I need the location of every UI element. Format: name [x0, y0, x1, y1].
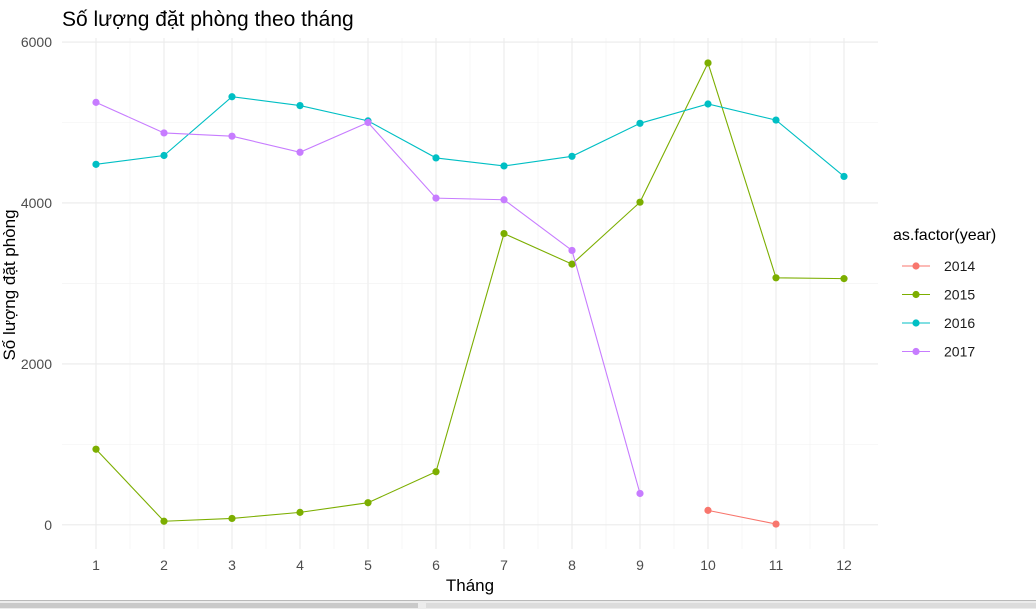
- data-point: [840, 172, 848, 181]
- data-point: [636, 489, 644, 498]
- data-point: [772, 520, 780, 528]
- y-tick-label: 4000: [21, 195, 52, 211]
- legend-key-point: [912, 262, 920, 270]
- legend: as.factor(year) 2014 2015 2016 2017: [893, 227, 996, 360]
- x-tick-label: 2: [160, 557, 168, 573]
- legend-item-2014: 2014: [902, 258, 975, 274]
- series-2015: [92, 59, 848, 525]
- legend-key-point: [912, 290, 920, 299]
- legend-label: 2017: [944, 344, 975, 360]
- data-point: [432, 154, 440, 162]
- legend-label: 2015: [944, 287, 975, 303]
- data-point: [704, 506, 712, 514]
- data-point: [840, 275, 848, 283]
- x-axis-ticks: 1 2 3 4 5 6 7 8 9 10 11 12: [92, 557, 852, 573]
- data-point: [500, 196, 508, 204]
- y-tick-label: 6000: [21, 34, 52, 50]
- legend-key-point: [912, 319, 920, 327]
- legend-label: 2016: [944, 315, 975, 331]
- series-2017: [92, 98, 644, 498]
- series-line-2014: [707, 509, 777, 525]
- data-point: [92, 160, 100, 168]
- x-tick-label: 11: [769, 557, 784, 573]
- data-point: [568, 152, 576, 160]
- data-point: [228, 132, 236, 140]
- data-point: [364, 118, 372, 127]
- scrollbar-track: [426, 603, 1036, 608]
- y-tick-label: 0: [44, 517, 52, 533]
- data-point: [772, 116, 780, 124]
- y-axis-title: Số lượng đặt phòng: [0, 209, 19, 360]
- x-tick-label: 7: [500, 557, 508, 573]
- data-point: [568, 260, 576, 268]
- horizontal-scrollbar[interactable]: [0, 600, 1036, 609]
- series-line-2015: [95, 61, 845, 522]
- x-axis-title: Tháng: [446, 576, 494, 595]
- data-point: [296, 101, 304, 110]
- data-point: [228, 93, 236, 101]
- x-tick-label: 9: [636, 557, 644, 573]
- data-point: [92, 445, 100, 453]
- x-tick-label: 6: [432, 557, 440, 573]
- data-point: [568, 246, 576, 255]
- scrollbar-thumb[interactable]: [0, 603, 418, 608]
- data-point: [160, 151, 168, 160]
- legend-label: 2014: [944, 258, 975, 274]
- x-tick-label: 10: [700, 557, 716, 573]
- series-layer: [92, 59, 848, 528]
- data-point: [704, 59, 712, 67]
- y-axis-ticks: 0 2000 4000 6000: [21, 34, 52, 533]
- data-point: [500, 229, 508, 238]
- legend-title: as.factor(year): [893, 227, 996, 244]
- x-tick-label: 12: [836, 557, 852, 573]
- data-point: [160, 517, 168, 525]
- legend-item-2015: 2015: [902, 287, 975, 303]
- y-tick-label: 2000: [21, 356, 52, 372]
- legend-items: 2014 2015 2016 2017: [902, 258, 975, 360]
- data-point: [296, 148, 304, 156]
- x-tick-label: 4: [296, 557, 304, 573]
- data-point: [364, 499, 372, 507]
- chart-title: Số lượng đặt phòng theo tháng: [62, 8, 354, 31]
- series-line-2016: [95, 96, 845, 177]
- data-point: [636, 119, 644, 127]
- legend-item-2017: 2017: [902, 344, 975, 360]
- data-point: [160, 129, 168, 137]
- data-point: [228, 514, 236, 523]
- data-point: [92, 98, 100, 106]
- series-2014: [704, 506, 780, 528]
- x-tick-label: 1: [92, 557, 100, 573]
- x-tick-label: 8: [568, 557, 576, 573]
- data-point: [636, 198, 644, 206]
- data-point: [432, 194, 440, 202]
- legend-item-2016: 2016: [902, 315, 975, 331]
- data-point: [296, 508, 304, 516]
- data-point: [432, 468, 440, 476]
- data-point: [500, 162, 508, 170]
- x-tick-label: 3: [228, 557, 236, 573]
- series-2016: [92, 93, 848, 181]
- data-point: [704, 100, 712, 108]
- x-tick-label: 5: [364, 557, 372, 573]
- data-point: [772, 274, 780, 282]
- grid: [62, 38, 878, 549]
- legend-key-point: [912, 347, 920, 356]
